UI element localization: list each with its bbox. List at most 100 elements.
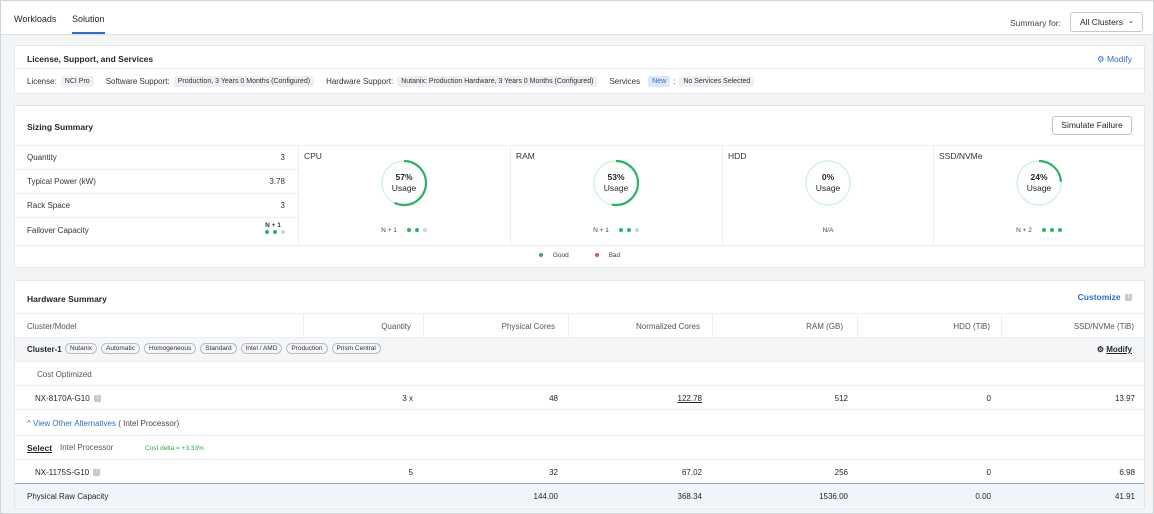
- info-icon: i: [1125, 294, 1132, 302]
- usage-label: Usage: [391, 183, 417, 193]
- model-name-text: NX-8170A-G10: [35, 394, 90, 403]
- model-name: NX-1175S-G10 i: [35, 468, 101, 477]
- license-modify-button[interactable]: ⚙ Modify: [1097, 54, 1132, 65]
- model-ssd: 6.98: [1119, 468, 1135, 477]
- sizing-row-failover: Failover Capacity N + 1: [27, 222, 285, 235]
- gauge-arc: [592, 159, 640, 207]
- license-label: License:: [27, 77, 57, 86]
- status-dot: [626, 228, 631, 233]
- alternatives-note: ( Intel Processor): [118, 419, 180, 428]
- cluster-name: Cluster-1: [27, 345, 62, 354]
- cluster-tag: Homogeneous: [143, 343, 197, 354]
- model-normalized-cores[interactable]: 122.78: [677, 394, 702, 403]
- status-dot: [273, 230, 277, 235]
- services-separator: :: [673, 77, 676, 86]
- usage-gauge: [592, 159, 640, 207]
- cluster-tags: Nutanix Automatic Homogeneous Standard Intel…: [65, 343, 385, 354]
- divider: [15, 217, 298, 218]
- usage-label: Usage: [815, 183, 841, 193]
- view-alternatives-link[interactable]: ^ View Other Alternatives: [27, 419, 118, 428]
- usage-label: Usage: [603, 183, 629, 193]
- failover-label: Failover Capacity: [27, 226, 89, 235]
- bad-dot-icon: [594, 253, 599, 258]
- power-label: Typical Power (kW): [27, 177, 96, 186]
- usage-gauge: [1015, 159, 1063, 207]
- divider: [712, 313, 713, 337]
- cluster-modify-button[interactable]: ⚙ Modify: [1097, 345, 1132, 354]
- chevron-up-icon: ^: [27, 419, 31, 428]
- good-dot-icon: [538, 253, 543, 258]
- col-ssd: SSD/NVMe (TiB): [1073, 322, 1134, 331]
- total-ssd: 41.91: [1114, 492, 1135, 501]
- software-support-value: Production, 3 Years 0 Months (Configured…: [173, 76, 315, 87]
- sizing-row-quantity: Quantity 3: [27, 153, 285, 162]
- license-modify-label: Modify: [1106, 54, 1132, 64]
- model-normalized-cores: 67.02: [681, 468, 702, 477]
- status-dot: [406, 228, 411, 233]
- model-quantity: 5: [408, 468, 413, 477]
- info-icon[interactable]: i: [93, 469, 101, 477]
- status-dot: [281, 230, 285, 235]
- tab-solution[interactable]: Solution: [72, 14, 105, 34]
- alternatives: ^ View Other Alternatives ( Intel Proces…: [27, 419, 179, 428]
- hardware-support-value: Nutanix: Production Hardware, 3 Years 0 …: [397, 76, 598, 87]
- legend-bad: Bad: [589, 252, 627, 259]
- info-icon[interactable]: i: [93, 395, 101, 403]
- divider: [298, 145, 299, 245]
- metric-hdd: HDD 0% Usage N/A: [722, 145, 934, 245]
- metric-label: RAM: [516, 151, 535, 161]
- intel-processor-label: Intel Processor: [60, 443, 114, 452]
- metric-label: CPU: [304, 151, 322, 161]
- failover-text: N + 2: [1016, 227, 1032, 234]
- total-normalized-cores: 368.34: [677, 492, 702, 501]
- total-physical-cores: 144.00: [533, 492, 558, 501]
- status-dot: [1049, 228, 1054, 233]
- sizing-row-rack: Rack Space 3: [27, 201, 285, 210]
- select-row: Select Intel Processor Cost delta = +3.3…: [15, 435, 1144, 459]
- col-physical-cores: Physical Cores: [501, 322, 555, 331]
- status-dot: [414, 228, 419, 233]
- license-card: License, Support, and Services ⚙ Modify …: [14, 45, 1145, 94]
- cluster-tag: Prism Central: [331, 343, 381, 354]
- cluster-modify-label: Modify: [1106, 345, 1132, 354]
- divider: [15, 193, 298, 194]
- failover-indicator: N + 1: [510, 227, 722, 234]
- gauge-arc: [380, 159, 428, 207]
- cluster-tag: Nutanix: [65, 343, 98, 354]
- model-ssd: 13.97: [1114, 394, 1135, 403]
- customize-button[interactable]: Customize i: [1078, 292, 1132, 302]
- quantity-value: 3: [280, 153, 285, 162]
- alternatives-row: ^ View Other Alternatives ( Intel Proces…: [15, 409, 1144, 435]
- divider: [423, 313, 424, 337]
- usage-gauge: [804, 159, 852, 207]
- status-dot: [618, 228, 623, 233]
- metric-ram: RAM 53% Usage N + 1: [510, 145, 722, 245]
- cluster-row: Cluster-1 Nutanix Automatic Homogeneous Sta…: [15, 337, 1144, 361]
- cost-optimized-label: Cost Optimized: [37, 370, 92, 379]
- failover-text: N + 1: [265, 222, 281, 229]
- software-support-label: Software Support:: [105, 77, 170, 86]
- gear-icon: ⚙: [1096, 345, 1104, 354]
- usage-label: Usage: [1026, 183, 1052, 193]
- tab-workloads[interactable]: Workloads: [14, 14, 57, 24]
- failover-text: N + 1: [593, 227, 609, 234]
- select-link[interactable]: Select: [27, 443, 53, 453]
- metric-label: SSD/NVMe: [939, 151, 983, 161]
- metric-cpu: CPU 57% Usage N + 1: [298, 145, 510, 245]
- services-label: Services: [609, 77, 641, 86]
- cluster-select[interactable]: All Clusters ⌄: [1070, 12, 1143, 32]
- divider: [857, 313, 858, 337]
- rack-label: Rack Space: [27, 201, 71, 210]
- cost-delta: Cost delta = +3.33%: [145, 445, 204, 452]
- divider: [15, 68, 1144, 69]
- simulate-failure-button[interactable]: Simulate Failure: [1052, 116, 1132, 135]
- model-hdd: 0: [986, 468, 991, 477]
- sizing-row-power: Typical Power (kW) 3.78: [27, 177, 285, 186]
- gauge-text: 24% Usage: [1014, 172, 1064, 194]
- services-value: No Services Selected: [679, 76, 755, 87]
- model-name-text: NX-1175S-G10: [35, 468, 90, 477]
- failover-value: N + 1: [261, 222, 285, 236]
- model-quantity: 3 x: [402, 394, 413, 403]
- legend-good-label: Good: [552, 252, 569, 259]
- divider: [15, 169, 298, 170]
